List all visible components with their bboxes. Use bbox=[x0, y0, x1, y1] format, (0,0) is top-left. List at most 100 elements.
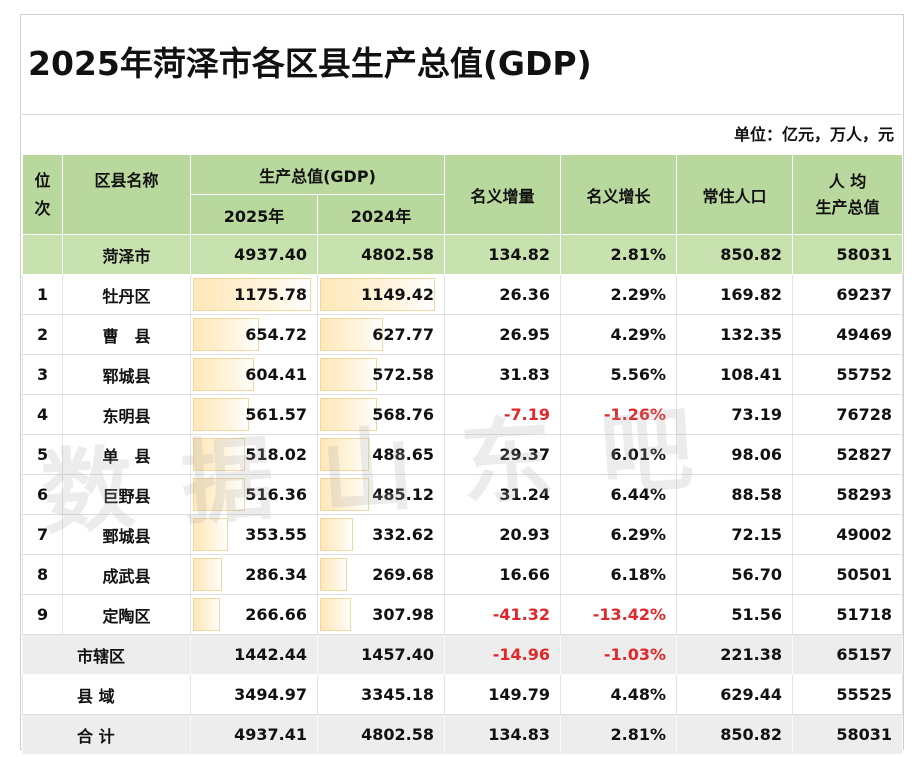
increase-cell: 26.95 bbox=[444, 314, 561, 355]
gdp-2024-databar bbox=[320, 358, 377, 391]
gdp-2024-cell: 269.68 bbox=[317, 554, 445, 595]
gdp-2024-value: 269.68 bbox=[372, 565, 434, 584]
gdp-2025-cell: 516.36 bbox=[190, 474, 318, 515]
header-per-capita: 人 均 生产总值 bbox=[792, 154, 903, 235]
rank-cell: 7 bbox=[22, 514, 63, 555]
rank-cell: 9 bbox=[22, 594, 63, 635]
population-cell: 108.41 bbox=[676, 354, 793, 395]
gdp-2025-databar bbox=[193, 438, 245, 471]
header-gdp-2024: 2024年 bbox=[317, 194, 445, 235]
gdp-2024-value: 572.58 bbox=[372, 365, 434, 384]
gdp-2024-value: 627.77 bbox=[372, 325, 434, 344]
per-capita-cell: 69237 bbox=[792, 274, 903, 315]
summary-per-capita: 55525 bbox=[792, 674, 903, 715]
increase-cell: 20.93 bbox=[444, 514, 561, 555]
per-capita-cell: 50501 bbox=[792, 554, 903, 595]
district-name: 牡丹区 bbox=[62, 274, 191, 315]
growth-cell: -13.42% bbox=[560, 594, 677, 635]
table-row: 8 成武县 286.34 269.68 16.66 6.18% 56.70 50501 bbox=[22, 554, 903, 595]
per-capita-cell: 58293 bbox=[792, 474, 903, 515]
gdp-2025-cell: 286.34 bbox=[190, 554, 318, 595]
gdp-2025-databar bbox=[193, 478, 245, 511]
summary-growth: 4.48% bbox=[560, 674, 677, 715]
table-row: 7 鄄城县 353.55 332.62 20.93 6.29% 72.15 49002 bbox=[22, 514, 903, 555]
summary-name: 市辖区 bbox=[22, 634, 191, 675]
city-population: 850.82 bbox=[676, 234, 793, 275]
rank-cell: 1 bbox=[22, 274, 63, 315]
city-per-capita: 58031 bbox=[792, 234, 903, 275]
gdp-2025-value: 266.66 bbox=[245, 605, 307, 624]
gdp-2025-value: 561.57 bbox=[245, 405, 307, 424]
page-title: 2025年菏泽市各区县生产总值(GDP) bbox=[28, 44, 592, 83]
gdp-2025-value: 604.41 bbox=[245, 365, 307, 384]
table-row: 6 巨野县 516.36 485.12 31.24 6.44% 88.58 58293 bbox=[22, 474, 903, 515]
summary-gdp-2024: 3345.18 bbox=[317, 674, 445, 715]
rank-cell: 3 bbox=[22, 354, 63, 395]
district-name: 曹 县 bbox=[62, 314, 191, 355]
summary-name: 合 计 bbox=[22, 714, 191, 755]
gdp-2024-databar bbox=[320, 438, 369, 471]
summary-per-capita: 58031 bbox=[792, 714, 903, 755]
gdp-2025-cell: 654.72 bbox=[190, 314, 318, 355]
district-name: 定陶区 bbox=[62, 594, 191, 635]
summary-row: 市辖区 1442.44 1457.40 -14.96 -1.03% 221.38 65157 bbox=[22, 634, 903, 675]
city-rank-cell bbox=[22, 234, 63, 275]
header-nominal-increase: 名义增量 bbox=[444, 154, 561, 235]
header-name: 区县名称 bbox=[62, 154, 191, 235]
gdp-table: 位次 区县名称 生产总值(GDP) 名义增量 名义增长 常住人口 人 均 生产总… bbox=[22, 154, 903, 755]
growth-cell: 2.29% bbox=[560, 274, 677, 315]
per-capita-cell: 49469 bbox=[792, 314, 903, 355]
city-increase: 134.82 bbox=[444, 234, 561, 275]
population-cell: 132.35 bbox=[676, 314, 793, 355]
gdp-2024-value: 568.76 bbox=[372, 405, 434, 424]
increase-cell: 29.37 bbox=[444, 434, 561, 475]
population-cell: 51.56 bbox=[676, 594, 793, 635]
growth-cell: -1.26% bbox=[560, 394, 677, 435]
gdp-2024-databar bbox=[320, 518, 353, 551]
increase-cell: -7.19 bbox=[444, 394, 561, 435]
gdp-2025-value: 654.72 bbox=[245, 325, 307, 344]
header-gdp-group: 生产总值(GDP) bbox=[190, 154, 445, 195]
summary-growth: 2.81% bbox=[560, 714, 677, 755]
growth-cell: 6.01% bbox=[560, 434, 677, 475]
header-gdp-2025: 2025年 bbox=[190, 194, 318, 235]
gdp-2024-cell: 572.58 bbox=[317, 354, 445, 395]
city-total-row: 菏泽市 4937.40 4802.58 134.82 2.81% 850.82 … bbox=[22, 234, 903, 275]
header-nominal-growth: 名义增长 bbox=[560, 154, 677, 235]
summary-growth: -1.03% bbox=[560, 634, 677, 675]
increase-cell: -41.32 bbox=[444, 594, 561, 635]
per-capita-cell: 49002 bbox=[792, 514, 903, 555]
summary-gdp-2025: 1442.44 bbox=[190, 634, 318, 675]
table-row: 4 东明县 561.57 568.76 -7.19 -1.26% 73.19 76728 bbox=[22, 394, 903, 435]
summary-row: 合 计 4937.41 4802.58 134.83 2.81% 850.82 58031 bbox=[22, 714, 903, 755]
gdp-2024-value: 488.65 bbox=[372, 445, 434, 464]
population-cell: 98.06 bbox=[676, 434, 793, 475]
increase-cell: 31.83 bbox=[444, 354, 561, 395]
gdp-2025-cell: 1175.78 bbox=[190, 274, 318, 315]
gdp-2025-cell: 604.41 bbox=[190, 354, 318, 395]
increase-cell: 26.36 bbox=[444, 274, 561, 315]
gdp-2025-value: 286.34 bbox=[245, 565, 307, 584]
summary-increase: 149.79 bbox=[444, 674, 561, 715]
gdp-2025-cell: 561.57 bbox=[190, 394, 318, 435]
growth-cell: 4.29% bbox=[560, 314, 677, 355]
per-capita-cell: 52827 bbox=[792, 434, 903, 475]
summary-population: 850.82 bbox=[676, 714, 793, 755]
table-row: 3 郓城县 604.41 572.58 31.83 5.56% 108.41 55752 bbox=[22, 354, 903, 395]
gdp-2025-databar bbox=[193, 518, 228, 551]
increase-cell: 31.24 bbox=[444, 474, 561, 515]
summary-population: 629.44 bbox=[676, 674, 793, 715]
gdp-2025-cell: 353.55 bbox=[190, 514, 318, 555]
gdp-2024-value: 307.98 bbox=[372, 605, 434, 624]
rank-cell: 2 bbox=[22, 314, 63, 355]
population-cell: 72.15 bbox=[676, 514, 793, 555]
gdp-2024-value: 1149.42 bbox=[361, 285, 434, 304]
summary-population: 221.38 bbox=[676, 634, 793, 675]
gdp-2025-value: 1175.78 bbox=[234, 285, 307, 304]
rank-cell: 6 bbox=[22, 474, 63, 515]
district-name: 单 县 bbox=[62, 434, 191, 475]
gdp-2024-cell: 488.65 bbox=[317, 434, 445, 475]
district-name: 巨野县 bbox=[62, 474, 191, 515]
rank-cell: 4 bbox=[22, 394, 63, 435]
